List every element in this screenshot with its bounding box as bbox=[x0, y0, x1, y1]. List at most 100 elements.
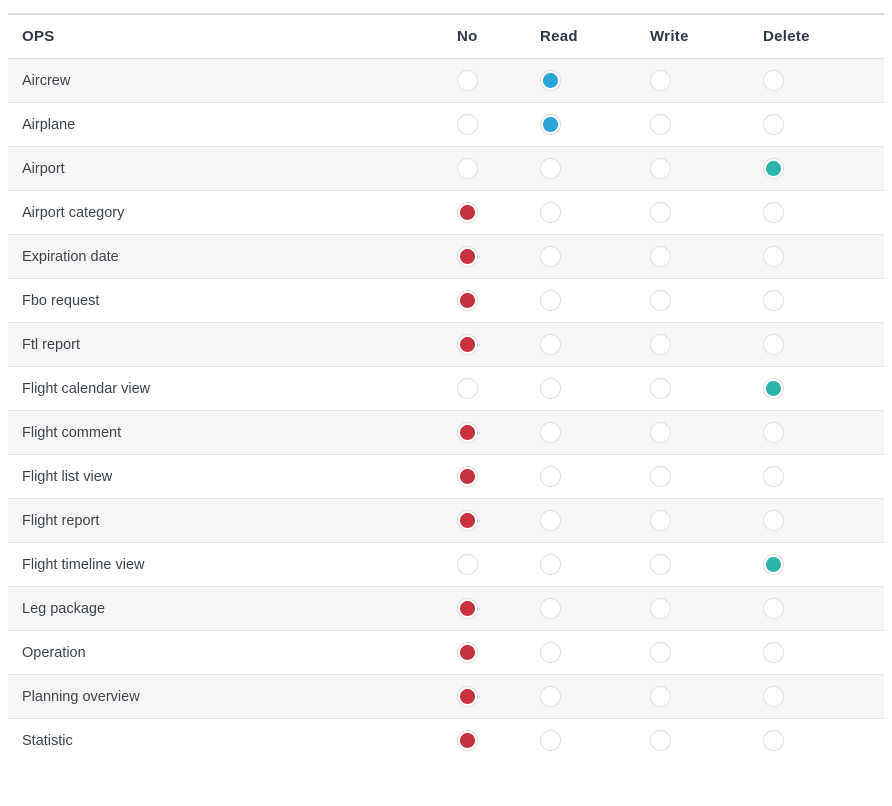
radio-dot bbox=[543, 73, 558, 88]
cell-write bbox=[650, 202, 763, 223]
radio-write[interactable] bbox=[650, 290, 671, 311]
radio-read[interactable] bbox=[540, 730, 561, 751]
radio-delete[interactable] bbox=[763, 290, 784, 311]
radio-read[interactable] bbox=[540, 114, 561, 135]
radio-no[interactable] bbox=[457, 246, 478, 267]
radio-no[interactable] bbox=[457, 598, 478, 619]
radio-read[interactable] bbox=[540, 510, 561, 531]
radio-delete[interactable] bbox=[763, 554, 784, 575]
radio-no[interactable] bbox=[457, 686, 478, 707]
radio-read[interactable] bbox=[540, 598, 561, 619]
radio-write[interactable] bbox=[650, 114, 671, 135]
radio-delete[interactable] bbox=[763, 730, 784, 751]
radio-dot bbox=[543, 205, 558, 220]
radio-dot bbox=[460, 161, 475, 176]
radio-no[interactable] bbox=[457, 202, 478, 223]
radio-dot bbox=[653, 249, 668, 264]
radio-write[interactable] bbox=[650, 422, 671, 443]
radio-dot bbox=[460, 513, 475, 528]
cell-write bbox=[650, 466, 763, 487]
radio-dot bbox=[766, 513, 781, 528]
cell-no bbox=[457, 598, 540, 619]
radio-no[interactable] bbox=[457, 70, 478, 91]
radio-dot bbox=[460, 601, 475, 616]
radio-dot bbox=[543, 117, 558, 132]
radio-read[interactable] bbox=[540, 422, 561, 443]
radio-delete[interactable] bbox=[763, 642, 784, 663]
cell-delete bbox=[763, 642, 884, 663]
radio-no[interactable] bbox=[457, 334, 478, 355]
radio-read[interactable] bbox=[540, 378, 561, 399]
radio-write[interactable] bbox=[650, 730, 671, 751]
cell-no bbox=[457, 686, 540, 707]
cell-delete bbox=[763, 290, 884, 311]
radio-no[interactable] bbox=[457, 114, 478, 135]
radio-write[interactable] bbox=[650, 466, 671, 487]
radio-no[interactable] bbox=[457, 378, 478, 399]
radio-delete[interactable] bbox=[763, 510, 784, 531]
radio-delete[interactable] bbox=[763, 686, 784, 707]
radio-delete[interactable] bbox=[763, 114, 784, 135]
radio-dot bbox=[543, 513, 558, 528]
radio-dot bbox=[543, 557, 558, 572]
table-row: Flight timeline view bbox=[8, 543, 884, 587]
radio-delete[interactable] bbox=[763, 466, 784, 487]
radio-delete[interactable] bbox=[763, 422, 784, 443]
radio-read[interactable] bbox=[540, 466, 561, 487]
table-row: Flight calendar view bbox=[8, 367, 884, 411]
radio-no[interactable] bbox=[457, 422, 478, 443]
radio-read[interactable] bbox=[540, 334, 561, 355]
radio-dot bbox=[766, 249, 781, 264]
radio-delete[interactable] bbox=[763, 158, 784, 179]
radio-no[interactable] bbox=[457, 642, 478, 663]
row-label: Ftl report bbox=[22, 336, 81, 353]
cell-read bbox=[540, 598, 650, 619]
cell-delete bbox=[763, 466, 884, 487]
radio-delete[interactable] bbox=[763, 246, 784, 267]
cell-delete bbox=[763, 378, 884, 399]
radio-dot bbox=[766, 645, 781, 660]
radio-read[interactable] bbox=[540, 246, 561, 267]
radio-read[interactable] bbox=[540, 202, 561, 223]
radio-write[interactable] bbox=[650, 598, 671, 619]
radio-no[interactable] bbox=[457, 158, 478, 179]
radio-dot bbox=[766, 205, 781, 220]
radio-write[interactable] bbox=[650, 202, 671, 223]
table-row: Planning overview bbox=[8, 675, 884, 719]
radio-dot bbox=[460, 645, 475, 660]
radio-read[interactable] bbox=[540, 158, 561, 179]
radio-write[interactable] bbox=[650, 158, 671, 179]
radio-delete[interactable] bbox=[763, 202, 784, 223]
cell-no bbox=[457, 202, 540, 223]
radio-read[interactable] bbox=[540, 70, 561, 91]
radio-write[interactable] bbox=[650, 378, 671, 399]
radio-read[interactable] bbox=[540, 290, 561, 311]
radio-write[interactable] bbox=[650, 510, 671, 531]
cell-write bbox=[650, 70, 763, 91]
radio-write[interactable] bbox=[650, 246, 671, 267]
radio-write[interactable] bbox=[650, 70, 671, 91]
radio-delete[interactable] bbox=[763, 598, 784, 619]
cell-delete bbox=[763, 246, 884, 267]
radio-write[interactable] bbox=[650, 642, 671, 663]
cell-no bbox=[457, 158, 540, 179]
radio-delete[interactable] bbox=[763, 70, 784, 91]
radio-no[interactable] bbox=[457, 510, 478, 531]
radio-read[interactable] bbox=[540, 686, 561, 707]
radio-write[interactable] bbox=[650, 554, 671, 575]
radio-no[interactable] bbox=[457, 730, 478, 751]
radio-write[interactable] bbox=[650, 686, 671, 707]
radio-dot bbox=[543, 425, 558, 440]
radio-delete[interactable] bbox=[763, 378, 784, 399]
radio-no[interactable] bbox=[457, 290, 478, 311]
radio-no[interactable] bbox=[457, 554, 478, 575]
radio-delete[interactable] bbox=[763, 334, 784, 355]
radio-read[interactable] bbox=[540, 554, 561, 575]
radio-dot bbox=[653, 469, 668, 484]
radio-write[interactable] bbox=[650, 334, 671, 355]
radio-dot bbox=[653, 689, 668, 704]
radio-dot bbox=[766, 689, 781, 704]
radio-read[interactable] bbox=[540, 642, 561, 663]
radio-no[interactable] bbox=[457, 466, 478, 487]
table-row: Operation bbox=[8, 631, 884, 675]
